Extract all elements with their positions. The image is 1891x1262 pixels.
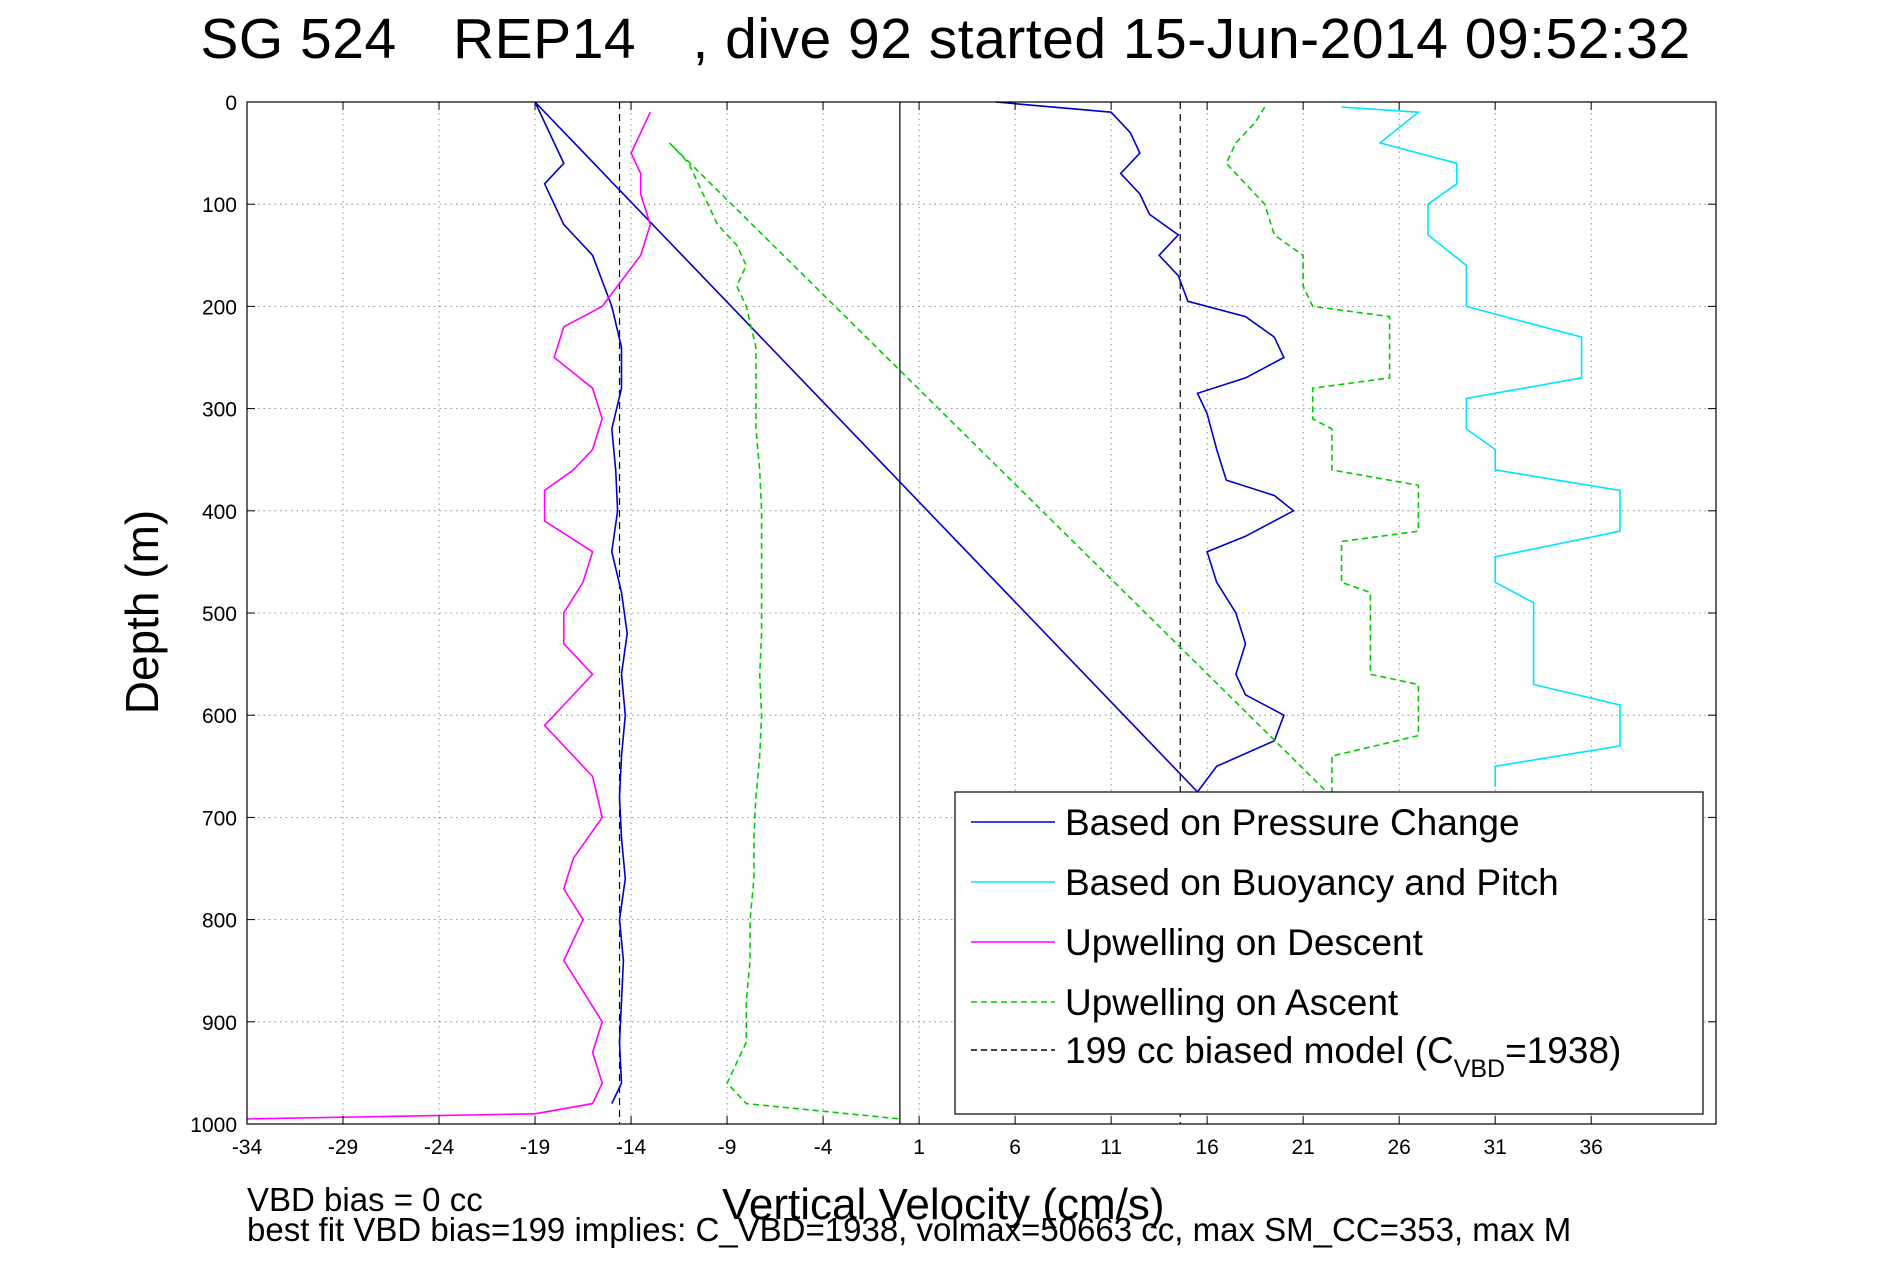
legend-label: Based on Pressure Change	[1065, 802, 1520, 843]
x-tick-label: 16	[1195, 1136, 1218, 1159]
x-tick-label: 1	[913, 1136, 925, 1159]
title-glider: SG 524	[200, 7, 397, 71]
x-tick-label: -34	[232, 1136, 263, 1159]
legend-box	[954, 791, 1704, 1115]
y-tick-label: 0	[225, 92, 237, 115]
y-tick-label: 100	[202, 194, 237, 217]
x-tick-label: 26	[1387, 1136, 1410, 1159]
x-tick-label: 11	[1100, 1136, 1122, 1159]
vbd-bias-note: VBD bias = 0 cc	[247, 1181, 483, 1218]
legend-label: 199 cc biased model (CVBD=1938)	[1065, 1030, 1621, 1083]
y-tick-label: 300	[202, 399, 237, 422]
x-tick-label: -24	[424, 1136, 455, 1159]
y-tick-label: 1000	[190, 1114, 237, 1137]
best-fit-note: best fit VBD bias=199 implies: C_VBD=193…	[247, 1211, 1572, 1248]
legend-label: Upwelling on Descent	[1065, 922, 1424, 963]
legend: Based on Pressure Change Based on Buoyanc…	[954, 791, 1704, 1115]
x-axis-ticks: -34 -29 -24 -19 -14 -9 -4 1 6 11 16 21 26 31 36	[232, 102, 1603, 1159]
y-tick-label: 200	[202, 296, 237, 319]
reference-lines	[618, 102, 1181, 1124]
title-dive: , dive 92 started 15-Jun-2014 09:52:32	[692, 7, 1691, 71]
chart-title: SG 524 REP14 , dive 92 started 15-Jun-20…	[0, 6, 1891, 72]
y-tick-label: 900	[202, 1012, 237, 1035]
x-tick-label: -4	[814, 1136, 833, 1159]
y-tick-label: 400	[202, 501, 237, 524]
x-tick-label: 6	[1009, 1136, 1021, 1159]
x-tick-label: -14	[616, 1136, 647, 1159]
y-tick-label: 600	[202, 705, 237, 728]
series-line	[246, 111, 652, 1120]
series-line	[534, 101, 1295, 1104]
series-line	[1341, 106, 1621, 787]
y-tick-label: 700	[202, 807, 237, 830]
y-axis-label: Depth (m)	[116, 509, 168, 715]
x-tick-label: -19	[520, 1136, 550, 1159]
x-axis-label: Vertical Velocity (cm/s)	[722, 1180, 1165, 1229]
x-tick-label: 21	[1291, 1136, 1314, 1159]
x-tick-label: 31	[1483, 1136, 1506, 1159]
legend-label: Upwelling on Ascent	[1065, 982, 1399, 1023]
title-mission: REP14	[453, 7, 637, 71]
x-tick-label: -29	[328, 1136, 358, 1159]
y-tick-label: 800	[202, 910, 237, 933]
y-tick-label: 500	[202, 603, 237, 626]
x-tick-label: -9	[718, 1136, 737, 1159]
legend-label: Based on Buoyancy and Pitch	[1065, 862, 1559, 903]
y-axis-ticks: 0 100 200 300 400 500 600 700 800 900 1000	[190, 92, 1716, 1137]
x-tick-label: 36	[1580, 1136, 1603, 1159]
series-group	[246, 101, 1621, 1120]
